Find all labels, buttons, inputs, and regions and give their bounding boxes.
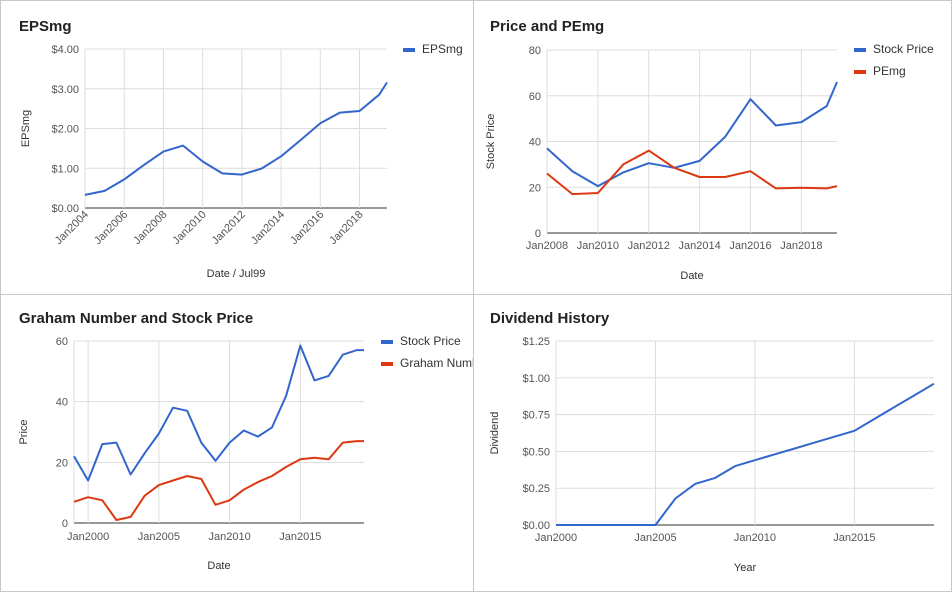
x-tick-label: Jan2010 bbox=[209, 531, 251, 543]
x-tick-label: Jan2012 bbox=[628, 240, 670, 252]
y-tick-label: 0 bbox=[62, 518, 68, 530]
price-pe-chart: Price and PEmg 0 20 40 60 80 Jan2008 Jan2010 Jan… bbox=[485, 18, 934, 282]
x-tick-label: Jan2016 bbox=[288, 209, 326, 247]
x-tick-label: Jan2016 bbox=[729, 240, 771, 252]
x-tick-label: Jan2018 bbox=[327, 209, 365, 247]
y-tick-label: $0.50 bbox=[522, 446, 550, 458]
series-line-1 bbox=[546, 149, 838, 196]
x-tick-label: Jan2018 bbox=[780, 240, 822, 252]
y-tick-label: $0.00 bbox=[51, 203, 79, 215]
x-axis-label: Date / Jul99 bbox=[207, 268, 266, 280]
series-line-0 bbox=[73, 344, 364, 482]
x-tick-label: Jan2015 bbox=[279, 531, 321, 543]
price-pe-chart-panel: Price and PEmg 0 20 40 60 80 Jan2008 Jan2010 Jan… bbox=[473, 0, 952, 295]
x-axis-label: Date bbox=[207, 560, 230, 572]
y-tick-label: $0.00 bbox=[522, 520, 550, 532]
x-axis-label: Year bbox=[734, 562, 757, 574]
series-line-1 bbox=[73, 440, 364, 521]
x-tick-label: Jan2014 bbox=[249, 209, 287, 247]
y-tick-label: $1.00 bbox=[522, 373, 550, 385]
x-tick-label: Jan2000 bbox=[535, 532, 577, 544]
x-tick-label: Jan2008 bbox=[526, 240, 568, 252]
y-tick-label: 40 bbox=[529, 137, 541, 149]
y-tick-label: 20 bbox=[56, 457, 68, 469]
x-tick-label: Jan2006 bbox=[92, 209, 130, 247]
y-tick-label: 60 bbox=[56, 336, 68, 348]
legend-label: EPSmg bbox=[422, 42, 463, 56]
legend-label: Stock Price bbox=[400, 334, 461, 348]
y-axis-label: Dividend bbox=[489, 412, 501, 455]
graham-chart-panel: Graham Number and Stock Price 0 20 40 60 Jan2… bbox=[0, 294, 474, 592]
legend-label: Stock Price bbox=[873, 42, 934, 56]
y-tick-label: $0.75 bbox=[522, 410, 550, 422]
dividend-chart-panel: Dividend History $0.00 $0.25 $0.50 $0.75 $1.0… bbox=[473, 294, 952, 592]
x-tick-label: Jan2010 bbox=[577, 240, 619, 252]
x-tick-label: Jan2008 bbox=[131, 209, 169, 247]
legend-swatch bbox=[854, 70, 866, 74]
y-tick-label: 20 bbox=[529, 182, 541, 194]
y-tick-label: 0 bbox=[535, 228, 541, 240]
chart-title: Dividend History bbox=[490, 310, 610, 327]
y-tick-label: $4.00 bbox=[51, 44, 79, 56]
series-line-0 bbox=[546, 81, 838, 188]
y-tick-label: 60 bbox=[529, 91, 541, 103]
legend-swatch bbox=[403, 48, 415, 52]
y-tick-label: $3.00 bbox=[51, 84, 79, 96]
y-axis-label: Price bbox=[18, 419, 30, 444]
y-tick-label: $2.00 bbox=[51, 124, 79, 136]
legend-swatch bbox=[381, 340, 393, 344]
x-tick-label: Jan2010 bbox=[170, 209, 208, 247]
legend-label: Graham Number bbox=[400, 356, 474, 370]
series-line-0 bbox=[84, 81, 388, 196]
y-tick-label: $1.25 bbox=[522, 336, 550, 348]
y-axis-label: EPSmg bbox=[20, 110, 32, 147]
x-tick-label: Jan2000 bbox=[67, 531, 109, 543]
x-axis-label: Date bbox=[680, 270, 703, 282]
chart-title: Graham Number and Stock Price bbox=[19, 310, 253, 327]
y-tick-label: $0.25 bbox=[522, 483, 550, 495]
legend-swatch bbox=[854, 48, 866, 52]
y-tick-label: $1.00 bbox=[51, 163, 79, 175]
y-tick-label: 80 bbox=[529, 45, 541, 57]
y-axis-label: Stock Price bbox=[485, 114, 497, 170]
graham-chart: Graham Number and Stock Price 0 20 40 60 Jan2… bbox=[18, 310, 474, 572]
x-tick-label: Jan2014 bbox=[679, 240, 721, 252]
y-tick-label: 40 bbox=[56, 397, 68, 409]
x-tick-label: Jan2012 bbox=[210, 209, 248, 247]
x-tick-label: Jan2005 bbox=[138, 531, 180, 543]
legend-swatch bbox=[381, 362, 393, 366]
x-tick-label: Jan2015 bbox=[833, 532, 875, 544]
eps-chart-panel: EPSmg $0.00 $1.00 $2.00 $3.00 $4.00 Jan2004 Jan… bbox=[0, 0, 474, 295]
series-line-0 bbox=[556, 382, 935, 526]
legend-label: PEmg bbox=[873, 64, 906, 78]
chart-title: EPSmg bbox=[19, 18, 72, 35]
dividend-chart: Dividend History $0.00 $0.25 $0.50 $0.75 $1.0… bbox=[489, 310, 935, 574]
x-tick-label: Jan2005 bbox=[634, 532, 676, 544]
chart-title: Price and PEmg bbox=[490, 18, 604, 35]
x-tick-label: Jan2010 bbox=[734, 532, 776, 544]
